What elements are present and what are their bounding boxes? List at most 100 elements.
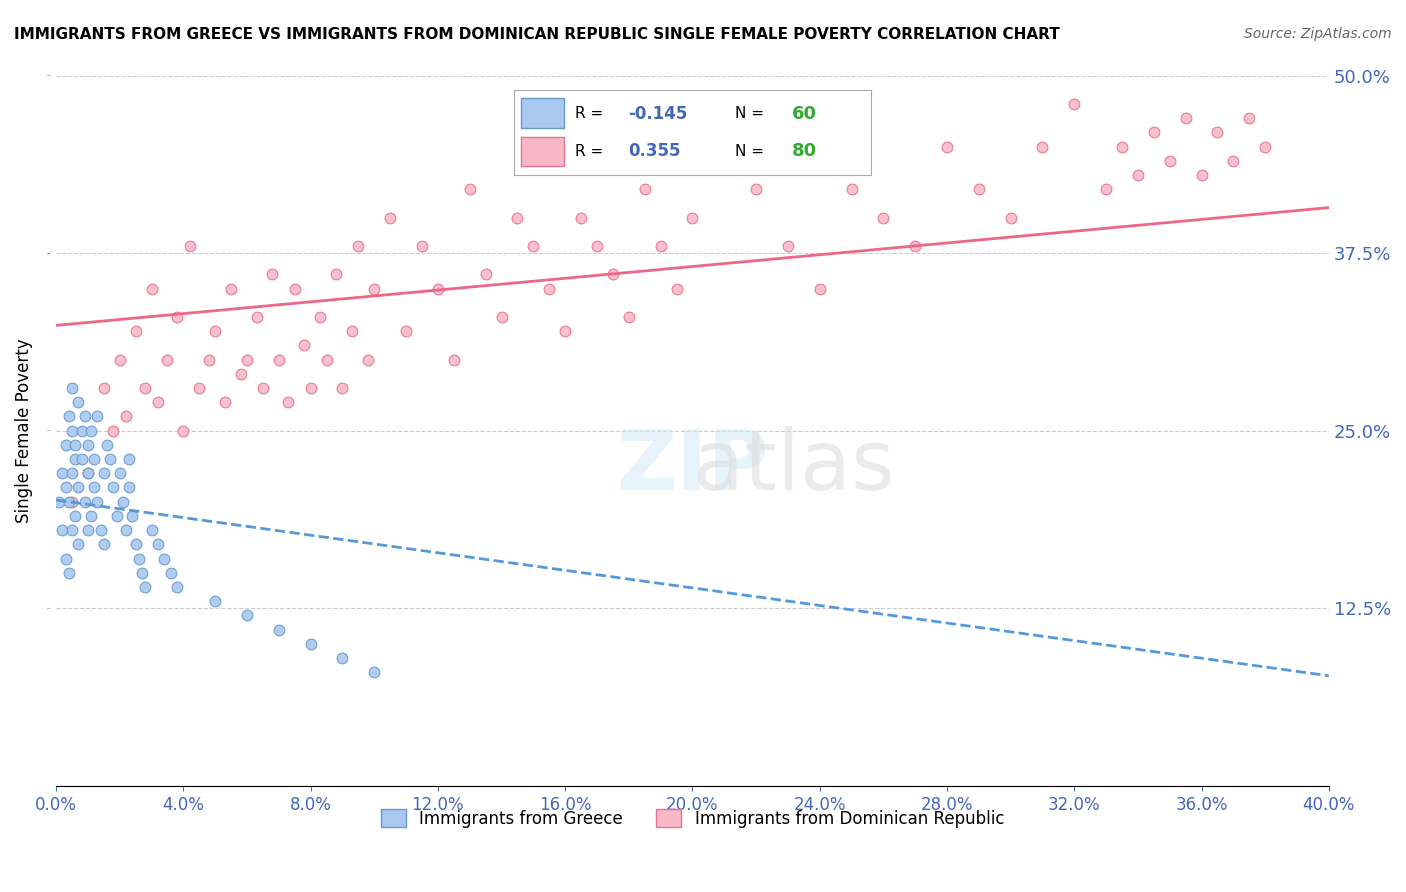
- Point: [617, 310, 640, 324]
- Text: ZIP: ZIP: [616, 425, 769, 507]
- Point: [60, 381, 83, 395]
- Point: [48, 494, 70, 508]
- Point: [1159, 153, 1181, 168]
- Point: [159, 566, 181, 580]
- Point: [141, 523, 163, 537]
- Point: [83, 480, 105, 494]
- Point: [77, 438, 100, 452]
- Point: [134, 580, 156, 594]
- Point: [98, 452, 121, 467]
- Point: [262, 268, 284, 282]
- Point: [124, 324, 146, 338]
- Point: [204, 324, 226, 338]
- Point: [77, 523, 100, 537]
- Point: [73, 409, 96, 424]
- Point: [118, 452, 141, 467]
- Point: [554, 324, 576, 338]
- Point: [1031, 139, 1053, 153]
- Point: [188, 381, 211, 395]
- Point: [586, 239, 609, 253]
- Point: [808, 282, 831, 296]
- Point: [172, 424, 194, 438]
- Point: [146, 537, 169, 551]
- Point: [128, 551, 150, 566]
- Point: [111, 494, 134, 508]
- Point: [141, 282, 163, 296]
- Point: [55, 480, 77, 494]
- Point: [267, 352, 290, 367]
- Point: [443, 352, 465, 367]
- Point: [204, 594, 226, 608]
- Point: [55, 551, 77, 566]
- Point: [776, 239, 799, 253]
- Point: [108, 467, 131, 481]
- Point: [83, 452, 105, 467]
- Point: [395, 324, 418, 338]
- Point: [58, 566, 80, 580]
- Point: [51, 467, 73, 481]
- Point: [214, 395, 236, 409]
- Point: [292, 338, 315, 352]
- Point: [1063, 97, 1085, 112]
- Point: [103, 424, 125, 438]
- Point: [121, 508, 143, 523]
- Point: [73, 494, 96, 508]
- Point: [115, 409, 138, 424]
- Point: [166, 310, 188, 324]
- Point: [713, 139, 735, 153]
- Point: [650, 239, 672, 253]
- Point: [474, 268, 496, 282]
- Point: [1237, 111, 1260, 125]
- Point: [60, 494, 83, 508]
- Point: [872, 211, 894, 225]
- Legend: Immigrants from Greece, Immigrants from Dominican Republic: Immigrants from Greece, Immigrants from …: [374, 803, 1011, 834]
- Point: [67, 537, 90, 551]
- Point: [325, 268, 347, 282]
- Point: [1000, 211, 1022, 225]
- Point: [166, 580, 188, 594]
- Point: [1254, 139, 1277, 153]
- Point: [236, 608, 259, 623]
- Point: [51, 523, 73, 537]
- Point: [1095, 182, 1118, 196]
- Point: [315, 352, 337, 367]
- Point: [252, 381, 274, 395]
- Y-axis label: Single Female Poverty: Single Female Poverty: [15, 338, 32, 523]
- Point: [198, 352, 221, 367]
- Point: [332, 381, 354, 395]
- Point: [179, 239, 201, 253]
- Point: [506, 211, 529, 225]
- Point: [55, 438, 77, 452]
- Point: [538, 282, 561, 296]
- Point: [229, 367, 252, 381]
- Point: [522, 239, 544, 253]
- Text: IMMIGRANTS FROM GREECE VS IMMIGRANTS FROM DOMINICAN REPUBLIC SINGLE FEMALE POVER: IMMIGRANTS FROM GREECE VS IMMIGRANTS FRO…: [14, 27, 1060, 42]
- Point: [70, 452, 93, 467]
- Point: [569, 211, 592, 225]
- Point: [380, 211, 402, 225]
- Point: [103, 480, 125, 494]
- Point: [93, 381, 115, 395]
- Text: Source: ZipAtlas.com: Source: ZipAtlas.com: [1244, 27, 1392, 41]
- Point: [146, 395, 169, 409]
- Point: [1111, 139, 1133, 153]
- Point: [602, 268, 624, 282]
- Point: [665, 282, 688, 296]
- Point: [90, 523, 112, 537]
- Point: [77, 467, 100, 481]
- Point: [332, 651, 354, 665]
- Point: [93, 537, 115, 551]
- Point: [634, 182, 657, 196]
- Point: [108, 352, 131, 367]
- Point: [347, 239, 370, 253]
- Point: [1222, 153, 1244, 168]
- Point: [86, 494, 108, 508]
- Point: [134, 381, 156, 395]
- Point: [491, 310, 513, 324]
- Point: [1206, 125, 1229, 139]
- Point: [236, 352, 259, 367]
- Point: [96, 438, 118, 452]
- Point: [1126, 168, 1149, 182]
- Point: [153, 551, 176, 566]
- Point: [681, 211, 703, 225]
